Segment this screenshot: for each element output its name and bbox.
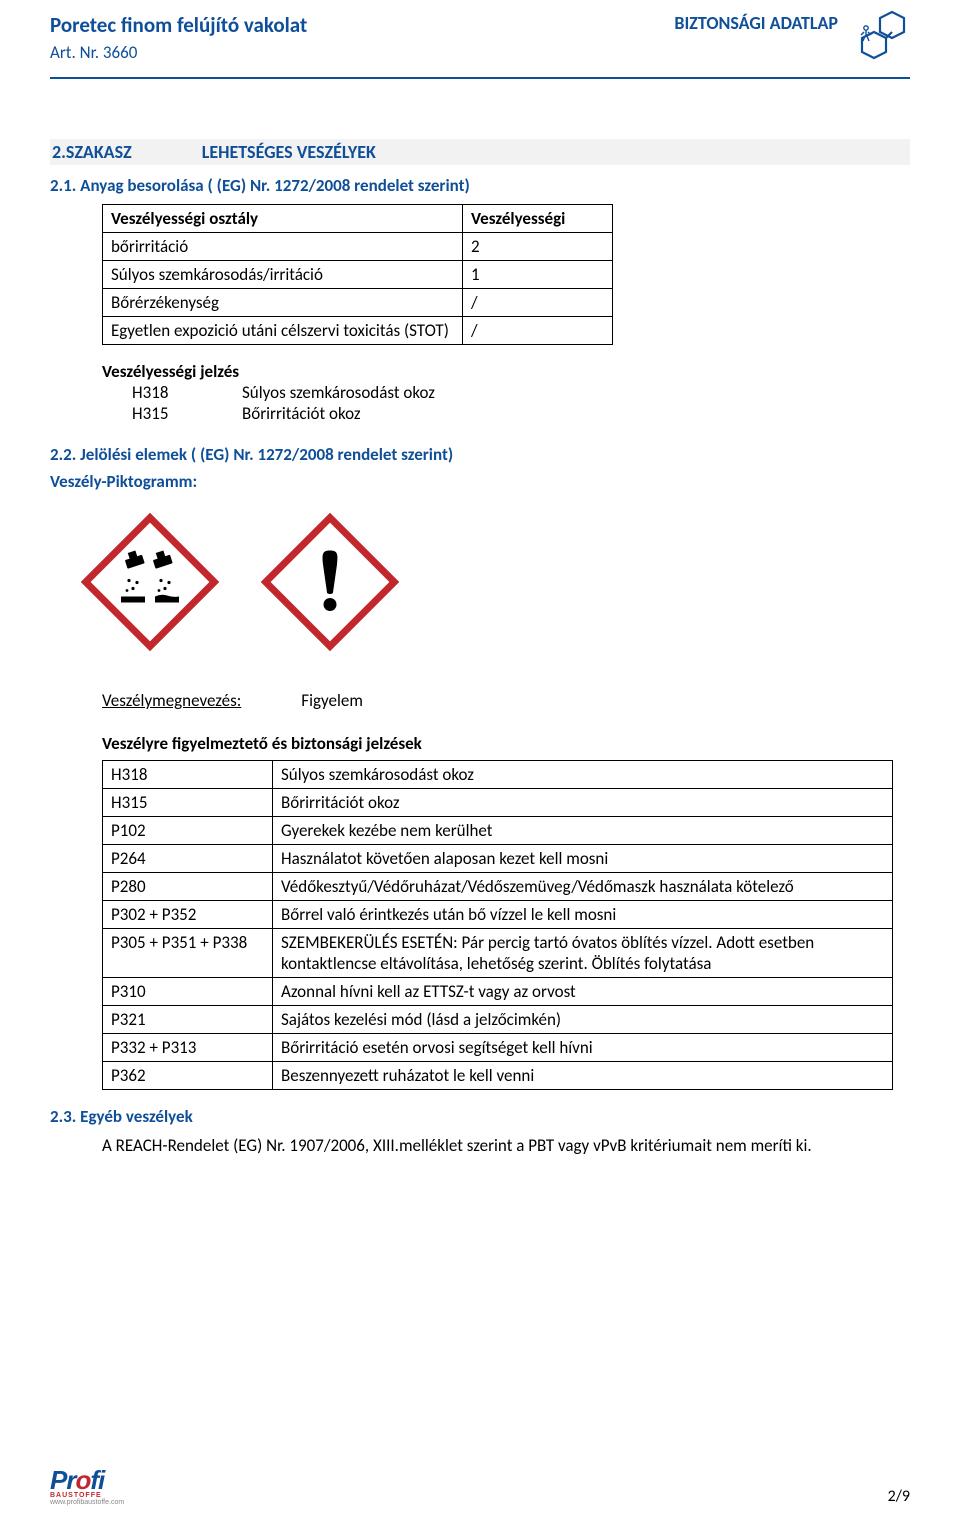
section-2-heading: 2.SZAKASZ LEHETSÉGES VESZÉLYEK: [50, 139, 910, 165]
table-row: P302 + P352Bőrrel való érintkezés után b…: [103, 901, 893, 929]
section-number: 2.SZAKASZ: [52, 141, 132, 163]
table-row: P102Gyerekek kezébe nem kerülhet: [103, 817, 893, 845]
table-head-cat: Veszélyességi: [463, 205, 613, 233]
header-rule: [50, 77, 910, 79]
subsection-2-3: 2.3. Egyéb veszélyek: [50, 1106, 910, 1127]
signal-word: Figyelem: [301, 690, 363, 711]
hp-statements-table: H318Súlyos szemkárosodást okoz H315Bőrir…: [102, 760, 893, 1090]
hazard-sign-block: Veszélyességi jelzés H318 Súlyos szemkár…: [102, 361, 910, 424]
brand-logo: Profi BAUSTOFFE www.profibaustoffe.com: [50, 1465, 124, 1506]
molecule-icon: [852, 8, 910, 69]
table-row: P332 + P313Bőrirritáció esetén orvosi se…: [103, 1034, 893, 1062]
hp-statements-title: Veszélyre figyelmeztető és biztonsági je…: [102, 733, 910, 754]
logo-subtitle: BAUSTOFFE: [50, 1492, 124, 1499]
hazard-sign-title: Veszélyességi jelzés: [102, 361, 910, 382]
art-number: Art. Nr. 3660: [50, 42, 307, 63]
ghs05-corrosion-icon: [80, 512, 220, 652]
page-footer: Profi BAUSTOFFE www.profibaustoffe.com 2…: [50, 1465, 910, 1506]
page-header: Poretec finom felújító vakolat Art. Nr. …: [50, 0, 910, 69]
signal-label: Veszélymegnevezés:: [102, 690, 241, 711]
hazard-sign-row: H318 Súlyos szemkárosodást okoz: [102, 382, 910, 403]
logo-text: Profi: [50, 1465, 104, 1495]
sds-title: BIZTONSÁGI ADATLAP: [674, 12, 848, 34]
table-row: P321Sajátos kezelési mód (lásd a jelzőci…: [103, 1006, 893, 1034]
page-number: 2/9: [888, 1487, 910, 1506]
subsection-2-2: 2.2. Jelölési elemek ( (EG) Nr. 1272/200…: [50, 444, 910, 465]
table-row: H315Bőrirritációt okoz: [103, 789, 893, 817]
table-row: P305 + P351 + P338SZEMBEKERÜLÉS ESETÉN: …: [103, 929, 893, 978]
ghs07-exclamation-icon: [260, 512, 400, 652]
table-row: Egyetlen expozició utáni célszervi toxic…: [103, 317, 613, 345]
logo-url: www.profibaustoffe.com: [50, 1499, 124, 1506]
table-row: Súlyos szemkárosodás/irritáció 1: [103, 261, 613, 289]
doc-title: Poretec finom felújító vakolat: [50, 12, 307, 38]
table-row: P362Beszennyezett ruházatot le kell venn…: [103, 1062, 893, 1090]
signal-word-row: Veszélymegnevezés: Figyelem: [102, 690, 910, 711]
pictogram-row: [80, 512, 910, 652]
hazard-sign-row: H315 Bőrirritációt okoz: [102, 403, 910, 424]
reach-text: A REACH-Rendelet (EG) Nr. 1907/2006, XII…: [102, 1135, 910, 1156]
classification-table: Veszélyességi osztály Veszélyességi bőri…: [102, 204, 613, 345]
table-row: Bőrérzékenység /: [103, 289, 613, 317]
subsection-2-1: 2.1. Anyag besorolása ( (EG) Nr. 1272/20…: [50, 175, 910, 196]
table-row: P280Védőkesztyű/Védőruházat/Védőszemüveg…: [103, 873, 893, 901]
table-row: P264Használatot követően alaposan kezet …: [103, 845, 893, 873]
table-row: H318Súlyos szemkárosodást okoz: [103, 761, 893, 789]
pictogram-label: Veszély-Piktogramm:: [50, 471, 910, 492]
table-head-class: Veszélyességi osztály: [103, 205, 463, 233]
section-title: LEHETSÉGES VESZÉLYEK: [202, 141, 376, 163]
table-row: P310Azonnal hívni kell az ETTSZ-t vagy a…: [103, 978, 893, 1006]
table-row: bőrirritáció 2: [103, 233, 613, 261]
